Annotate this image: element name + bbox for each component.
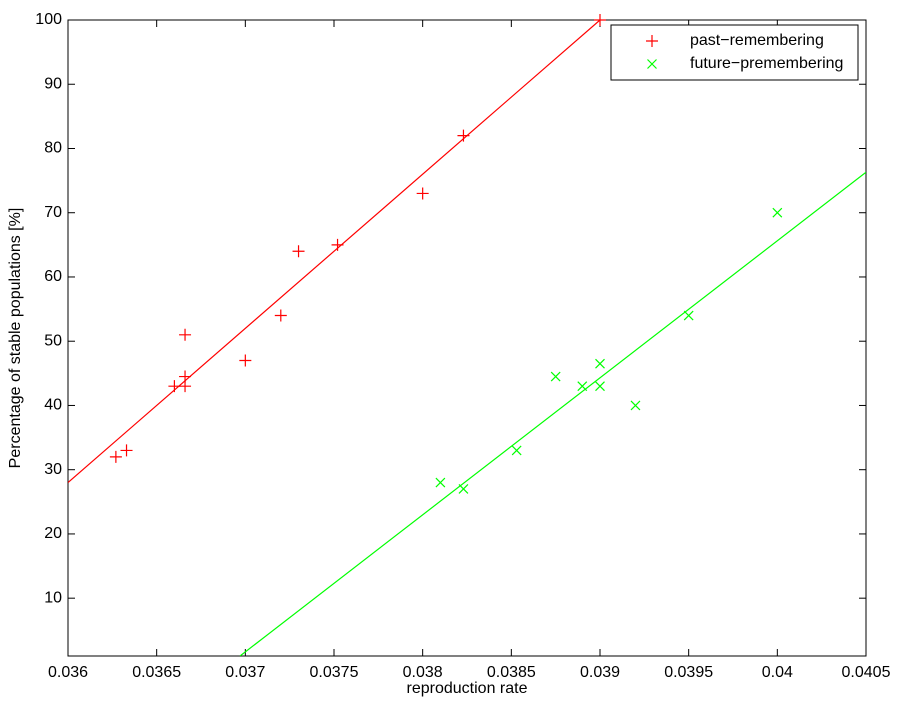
y-axis-label: Percentage of stable populations [%] [7,208,24,469]
data-point [683,310,694,321]
data-point [577,381,588,392]
data-point [109,450,122,463]
data-point [179,328,192,341]
plot-area [67,19,867,657]
x-tick-label: 0.0365 [132,664,181,681]
data-point [416,187,429,200]
x-tick-label: 0.038 [403,664,443,681]
x-tick-label: 0.037 [225,664,265,681]
data-point [435,477,446,488]
y-tick-label: 100 [35,11,62,28]
data-point [595,381,605,392]
x-tick-label: 0.0385 [487,664,536,681]
data-point [550,371,561,382]
y-tick-label: 90 [44,75,62,92]
x-tick-label: 0.036 [48,664,88,681]
data-point [292,245,305,258]
data-point [239,354,252,367]
data-point [458,484,469,494]
x-tick-label: 0.039 [580,664,620,681]
y-tick-label: 40 [44,397,62,414]
data-point [168,380,181,393]
y-tick-label: 30 [44,461,62,478]
fit-line [239,171,866,656]
legend-marker [647,59,657,69]
y-tick-label: 50 [44,332,62,349]
fit-line [68,20,601,483]
y-tick-label: 60 [44,268,62,285]
y-tick-label: 70 [44,204,62,221]
x-tick-label: 0.0395 [664,664,713,681]
legend-box [610,24,859,81]
x-axis-label: reproduction rate [407,680,528,697]
data-point [457,129,470,142]
data-point [772,207,783,218]
y-tick-label: 10 [44,589,62,606]
data-point [630,400,641,411]
data-point [595,358,605,369]
x-tick-label: 0.0405 [842,664,891,681]
legend-label: future−premembering [690,55,843,72]
legend-label: past−remembering [690,32,824,49]
legend-marker [646,35,658,47]
y-tick-label: 20 [44,525,62,542]
y-tick-label: 80 [44,140,62,157]
data-point [331,238,344,251]
data-point [274,309,287,322]
x-tick-label: 0.0375 [310,664,359,681]
data-point [120,444,133,457]
x-tick-label: 0.04 [762,664,793,681]
data-point [179,380,192,393]
data-point [511,445,522,456]
data-point [594,14,606,26]
